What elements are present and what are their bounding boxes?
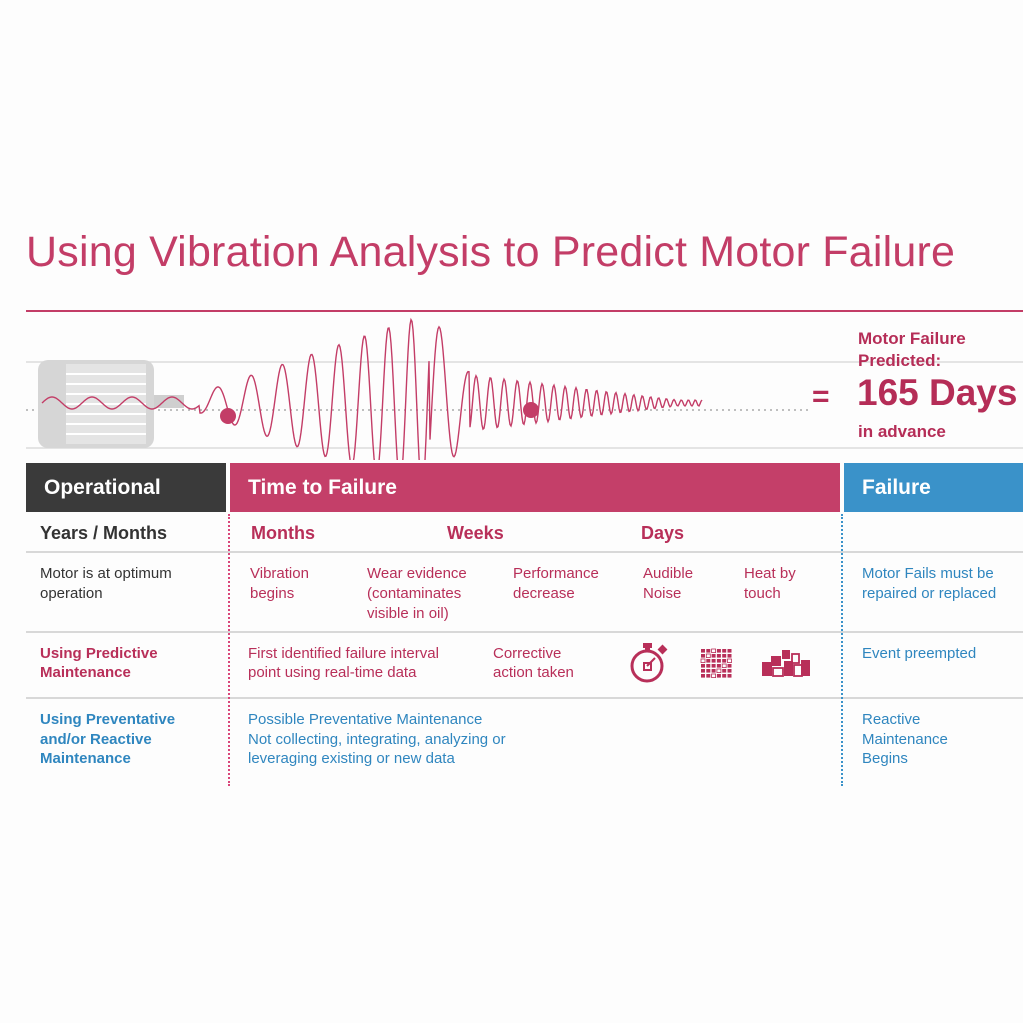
stage-audible-noise: Audible Noise	[643, 565, 694, 602]
prediction-label: Motor Failure Predicted:	[858, 329, 966, 370]
scale-weeks: Weeks	[447, 523, 504, 543]
scale-days: Days	[641, 523, 685, 543]
title-rule	[26, 310, 1023, 312]
blocks-icon	[762, 650, 810, 677]
vibration-wave	[41, 317, 703, 460]
scale-label: Years / Months	[40, 523, 168, 543]
header-failure: Failure	[844, 463, 1023, 512]
reactive-maintenance: Reactive Maintenance Begins	[862, 711, 948, 767]
predictive-failure: Event preempted	[862, 645, 977, 662]
scale-months: Months	[251, 523, 315, 543]
page-title: Using Vibration Analysis to Predict Moto…	[26, 228, 956, 276]
stage-heat-by-touch: Heat by touch	[744, 565, 796, 602]
header-time-to-failure: Time to Failure	[230, 463, 840, 512]
stopwatch-icon	[630, 643, 668, 683]
stage-performance-decrease: Performance decrease	[513, 565, 599, 602]
grid-icon	[700, 648, 732, 678]
column-divider-failure	[841, 514, 843, 786]
motor-icon	[38, 360, 184, 448]
preventative-label: Using Preventative and/or Reactive Maint…	[40, 711, 176, 767]
stage-vibration-begins: Vibration begins	[250, 565, 309, 602]
preventative-description: Possible Preventative Maintenance Not co…	[248, 711, 506, 767]
vibration-start-marker	[220, 408, 236, 424]
prediction-value: 165 Days	[857, 372, 1018, 413]
row-divider	[26, 697, 1023, 699]
operational-description: Motor is at optimum operation	[40, 565, 172, 602]
row-divider	[26, 631, 1023, 633]
row-divider	[26, 551, 1023, 553]
column-divider	[228, 514, 230, 786]
predictive-first-point: First identified failure interval point …	[248, 645, 439, 681]
header-operational: Operational	[26, 463, 226, 512]
failure-detected-marker	[523, 402, 539, 418]
vibration-illustration	[26, 317, 1023, 460]
stage-wear-evidence: Wear evidence (contaminates visible in o…	[367, 565, 467, 622]
predictive-label: Using Predictive Maintenance	[40, 645, 158, 681]
failure-description: Motor Fails must be repaired or replaced	[862, 565, 997, 602]
predictive-corrective: Corrective action taken	[493, 645, 574, 681]
prediction-sub: in advance	[858, 422, 946, 441]
equals-sign: =	[812, 380, 830, 413]
